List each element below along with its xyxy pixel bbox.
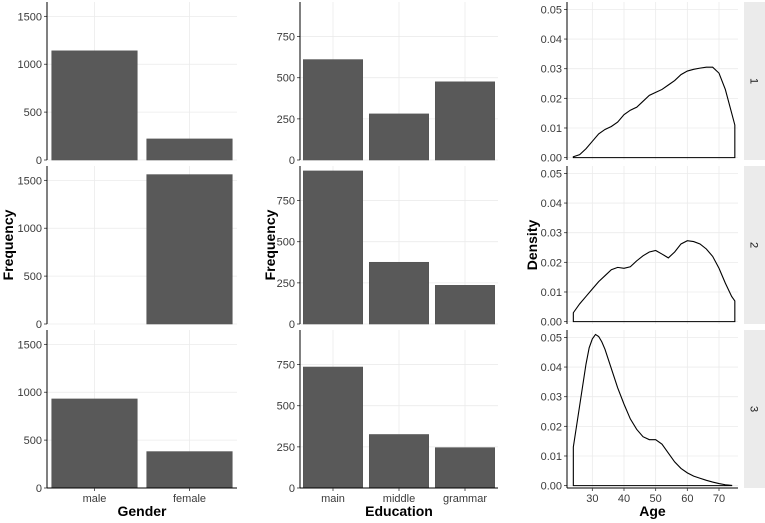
x-tick-label: male bbox=[83, 493, 107, 505]
bar-middle bbox=[368, 261, 429, 325]
y-tick-label: 0.04 bbox=[541, 198, 562, 210]
y-tick-label: 1500 bbox=[18, 339, 42, 351]
bar-grammar bbox=[434, 447, 495, 489]
density-curve-3 bbox=[572, 333, 733, 487]
bar-middle bbox=[368, 113, 429, 161]
y-tick-label: 0.05 bbox=[541, 332, 562, 344]
x-tick-label: grammar bbox=[443, 493, 487, 505]
y-tick-label: 500 bbox=[24, 271, 42, 283]
y-tick-label: 750 bbox=[277, 32, 295, 44]
y-tick-label: 750 bbox=[277, 360, 295, 372]
y-tick-label: 0.00 bbox=[541, 153, 562, 165]
y-tick-label: 0.01 bbox=[541, 287, 562, 299]
bar-male bbox=[51, 50, 138, 161]
gender-panel-1: 0 500 1000 1500 bbox=[18, 2, 237, 167]
y-tick-label: 0.00 bbox=[541, 481, 562, 493]
education-panel-3: 0 250 500 750 main middle grammar bbox=[277, 330, 498, 505]
y-tick-label: 1500 bbox=[18, 11, 42, 23]
facet-strip-2 bbox=[744, 166, 765, 324]
age-panel-3: 0.00 0.01 0.02 0.03 0.04 0.05 30 40 50 60 70 bbox=[541, 330, 738, 505]
y-tick-label: 0 bbox=[36, 483, 42, 495]
gender-panel-2: 0 500 1000 1500 bbox=[18, 166, 237, 331]
bar-grammar bbox=[434, 81, 495, 161]
y-tick-label: 0.02 bbox=[541, 257, 562, 269]
x-tick-label: middle bbox=[383, 493, 415, 505]
y-tick-label: 0 bbox=[289, 155, 295, 167]
y-tick-label: 0.03 bbox=[541, 228, 562, 240]
y-tick-label: 0.03 bbox=[541, 392, 562, 404]
y-tick-label: 1000 bbox=[18, 59, 42, 71]
x-tick-label: 70 bbox=[713, 493, 725, 505]
x-tick-label: 40 bbox=[618, 493, 630, 505]
bar-male bbox=[51, 398, 138, 489]
facet-strip-label: 2 bbox=[748, 242, 760, 248]
density-curve-1 bbox=[572, 66, 736, 159]
y-tick-label: 0.02 bbox=[541, 93, 562, 105]
y-tick-label: 0.03 bbox=[541, 64, 562, 76]
y-tick-label: 250 bbox=[277, 442, 295, 454]
bar-middle bbox=[368, 434, 429, 489]
y-tick-label: 1000 bbox=[18, 223, 42, 235]
y-tick-label: 0.01 bbox=[541, 123, 562, 135]
bar-female bbox=[146, 174, 233, 325]
bar-main bbox=[302, 59, 363, 161]
x-tick-label: 50 bbox=[650, 493, 662, 505]
bar-female bbox=[146, 451, 233, 489]
y-tick-label: 500 bbox=[24, 107, 42, 119]
y-tick-label: 0.02 bbox=[541, 421, 562, 433]
y-tick-label: 500 bbox=[277, 401, 295, 413]
y-tick-label: 0 bbox=[289, 319, 295, 331]
x-tick-label: 60 bbox=[681, 493, 693, 505]
x-tick-label: female bbox=[173, 493, 206, 505]
age-panel-1: 0.00 0.01 0.02 0.03 0.04 0.05 bbox=[541, 2, 738, 165]
age-x-axis-title: Age bbox=[639, 503, 666, 519]
y-tick-label: 250 bbox=[277, 114, 295, 126]
education-panel-2: 0 250 500 750 bbox=[277, 166, 498, 331]
facet-strip-3 bbox=[744, 330, 765, 488]
density-curve-2 bbox=[572, 240, 736, 323]
facet-strip-1 bbox=[744, 2, 765, 160]
y-tick-label: 1500 bbox=[18, 175, 42, 187]
y-tick-label: 0 bbox=[36, 155, 42, 167]
y-tick-label: 500 bbox=[277, 73, 295, 85]
bar-female bbox=[146, 138, 233, 161]
y-tick-label: 0 bbox=[36, 319, 42, 331]
y-tick-label: 750 bbox=[277, 196, 295, 208]
bar-grammar bbox=[434, 285, 495, 325]
gender-panel-3: 0 500 1000 1500 male female bbox=[18, 330, 237, 505]
y-tick-label: 0.05 bbox=[541, 168, 562, 180]
y-tick-label: 0 bbox=[289, 483, 295, 495]
gender-x-axis-title: Gender bbox=[117, 503, 167, 519]
x-tick-label: 30 bbox=[586, 493, 598, 505]
y-tick-label: 500 bbox=[24, 435, 42, 447]
y-tick-label: 0.04 bbox=[541, 34, 562, 46]
age-panel-2: 0.00 0.01 0.02 0.03 0.04 0.05 bbox=[541, 166, 738, 329]
facet-strip-label: 1 bbox=[748, 78, 760, 84]
education-panel-1: 0 250 500 750 bbox=[277, 2, 498, 167]
y-tick-label: 0.01 bbox=[541, 451, 562, 463]
facet-strip-label: 3 bbox=[748, 406, 760, 412]
education-x-axis-title: Education bbox=[365, 503, 433, 519]
y-tick-label: 0.00 bbox=[541, 317, 562, 329]
y-tick-label: 250 bbox=[277, 278, 295, 290]
bar-main bbox=[302, 366, 363, 489]
gender-y-axis-title: Frequency bbox=[0, 209, 16, 280]
education-y-axis-title: Frequency bbox=[262, 209, 278, 280]
y-tick-label: 1000 bbox=[18, 387, 42, 399]
y-tick-label: 0.04 bbox=[541, 362, 562, 374]
y-tick-label: 0.05 bbox=[541, 4, 562, 16]
x-tick-label: main bbox=[321, 493, 345, 505]
age-y-axis-title: Density bbox=[524, 220, 540, 271]
bar-main bbox=[302, 170, 363, 325]
y-tick-label: 500 bbox=[277, 237, 295, 249]
